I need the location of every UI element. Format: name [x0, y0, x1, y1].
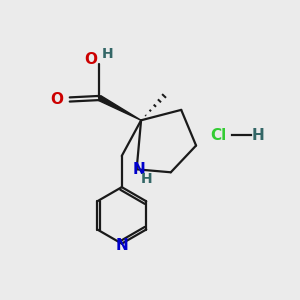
Text: H: H [141, 172, 153, 186]
Polygon shape [98, 96, 141, 120]
Text: O: O [50, 92, 63, 107]
Text: H: H [102, 47, 114, 61]
Text: O: O [85, 52, 98, 67]
Text: N: N [133, 162, 146, 177]
Text: N: N [116, 238, 128, 253]
Text: H: H [252, 128, 265, 142]
Text: Cl: Cl [210, 128, 226, 142]
